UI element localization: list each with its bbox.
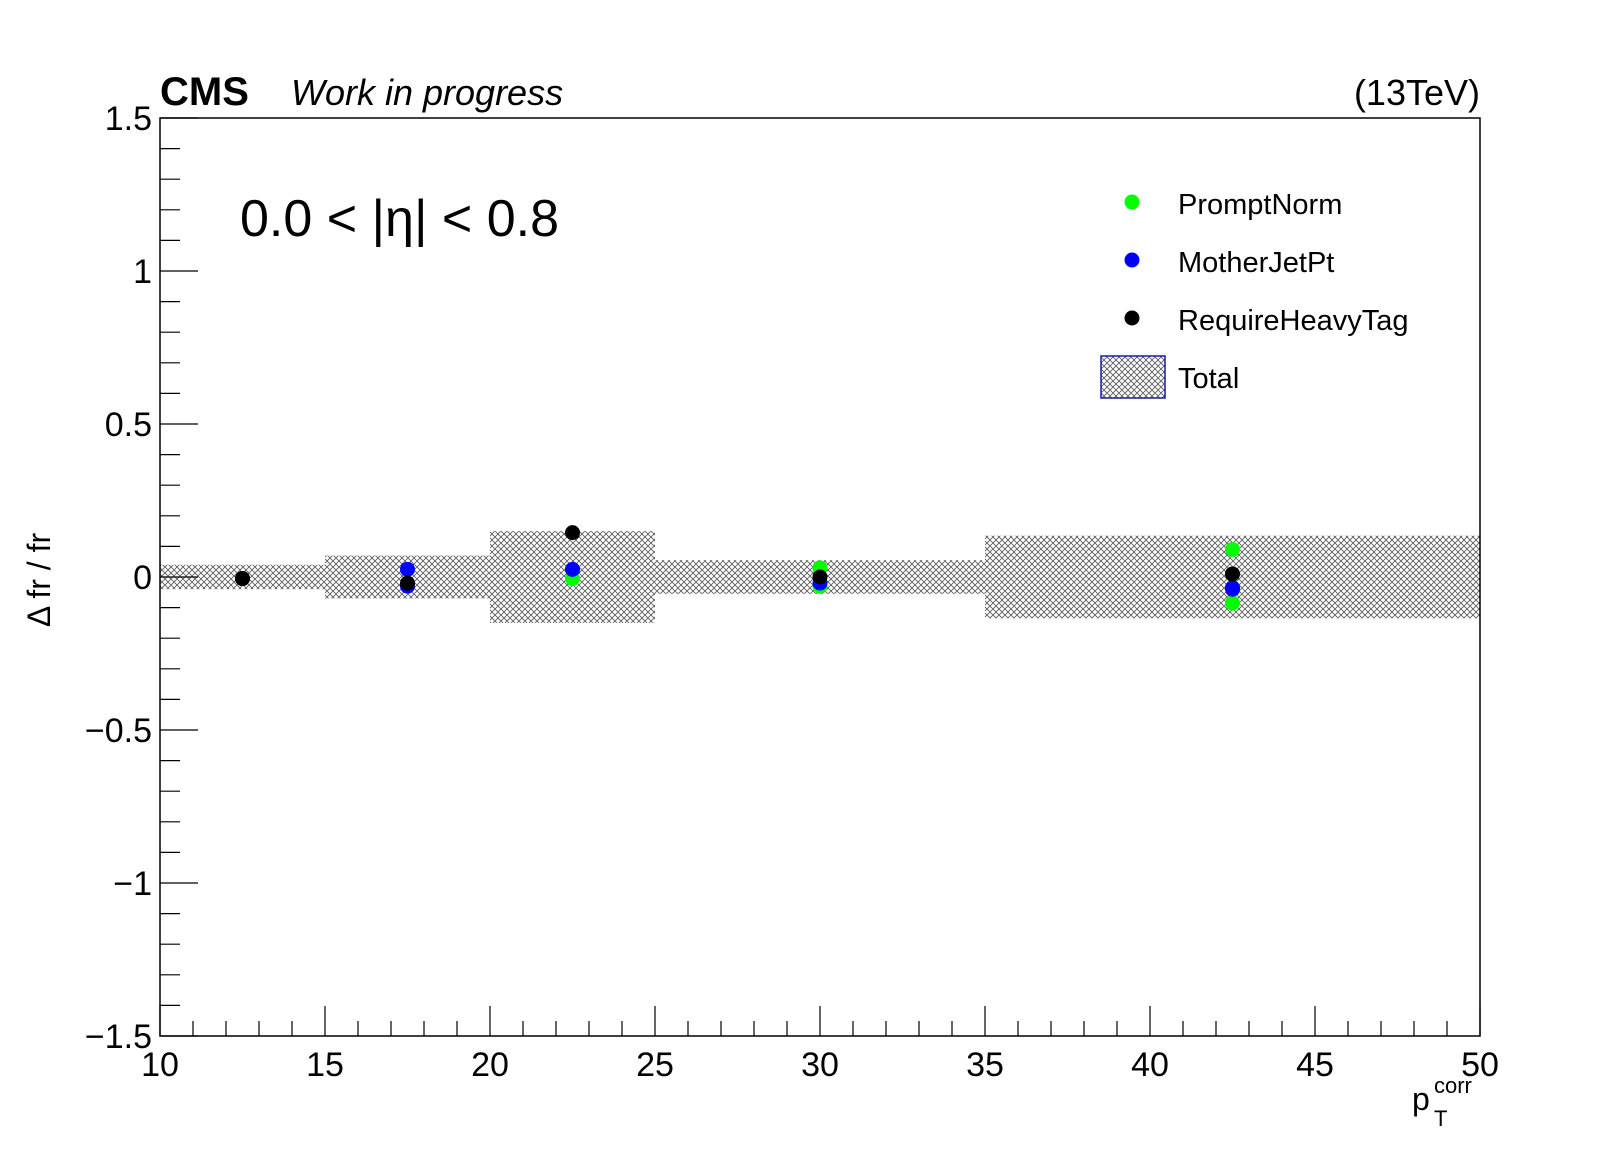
x-axis-title-group: p corr T [1412,1073,1472,1131]
legend-marker-motherjetpt [1124,252,1140,268]
legend-label-total: Total [1178,363,1239,395]
point-requireheavytag [1225,566,1240,582]
x-tick-label: 30 [801,1046,839,1084]
y-axis-title-group: Δ fr / fr [21,533,57,628]
legend-label-promptnorm: PromptNorm [1178,189,1342,221]
data-points [235,525,1240,611]
x-tick-label: 45 [1296,1046,1334,1084]
point-motherjetpt [400,561,415,577]
x-tick-label: 15 [306,1046,344,1084]
point-promptnorm [1225,541,1240,557]
legend-marker-total [1100,355,1166,399]
point-motherjetpt [565,561,580,577]
x-axis-title-subscript: T [1434,1106,1447,1131]
legend: PromptNorm MotherJetPt RequireHeavyTag Tota… [1100,189,1409,399]
x-axis-title-superscript: corr [1434,1073,1472,1098]
x-tick-label: 35 [966,1046,1004,1084]
y-tick-label: −1 [113,865,152,903]
legend-label-motherjetpt: MotherJetPt [1178,247,1334,279]
x-tick-label: 10 [141,1046,179,1084]
y-axis: −1.5 −1 −0.5 0 0.5 1 1.5 [85,100,198,1056]
point-requireheavytag [235,571,250,587]
x-tick-label: 40 [1131,1046,1169,1084]
point-motherjetpt-down [1225,581,1240,597]
legend-label-requireheavytag: RequireHeavyTag [1178,305,1409,337]
y-tick-label: 0 [133,559,152,597]
energy-label: (13TeV) [1354,72,1480,113]
y-tick-label: 0.5 [105,406,152,444]
status-label: Work in progress [291,72,563,113]
legend-marker-promptnorm [1124,194,1140,210]
point-requireheavytag [400,575,415,591]
x-tick-label: 20 [471,1046,509,1084]
y-tick-label: −0.5 [85,712,152,750]
x-tick-label: 25 [636,1046,674,1084]
x-axis-title: p [1412,1081,1430,1117]
x-tick-label: 50 [1461,1046,1499,1084]
eta-region-annotation: 0.0 < |η| < 0.8 [240,190,559,248]
point-promptnorm-down [1225,595,1240,611]
y-tick-label: −1.5 [85,1018,152,1056]
point-requireheavytag [565,525,580,541]
legend-marker-requireheavytag [1124,310,1140,326]
point-requireheavytag [812,569,828,585]
cms-label: CMS [160,70,249,114]
y-tick-label: 1 [133,253,152,291]
y-axis-title: Δ fr / fr [21,533,57,628]
x-axis: 10 15 20 25 30 35 40 45 50 [141,1006,1499,1084]
y-tick-label: 1.5 [105,100,152,138]
